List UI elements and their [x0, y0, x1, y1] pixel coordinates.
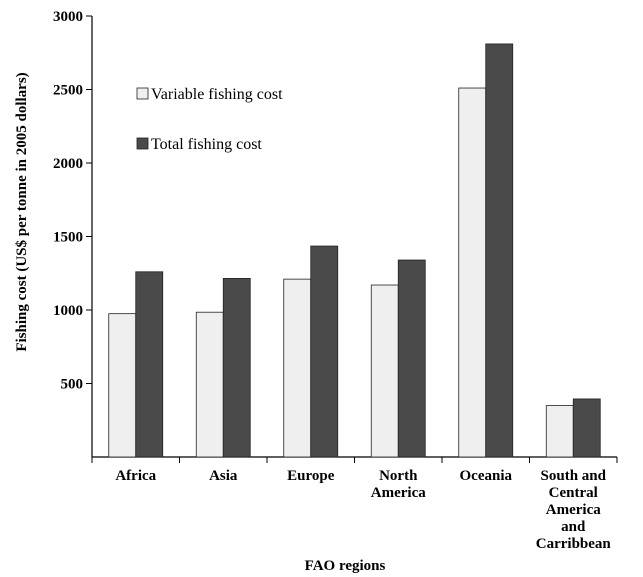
bar-total-0 — [135, 271, 164, 458]
bar-total-5 — [572, 398, 601, 458]
bar-total-4 — [485, 43, 514, 458]
y-tick-label: 1000 — [53, 303, 83, 319]
x-category-label: Europe — [287, 468, 335, 484]
x-axis-title: FAO regions — [305, 558, 386, 574]
x-category-label: Africa — [115, 468, 156, 484]
chart-bars — [108, 43, 601, 458]
y-tick-label: 2000 — [53, 156, 83, 172]
bar-variable-4 — [458, 87, 487, 458]
x-category-label: Asia — [209, 468, 238, 484]
legend-swatch-0 — [136, 87, 149, 100]
y-axis-title: Fishing cost (US$ per tonne in 2005 doll… — [14, 72, 30, 351]
x-category-label: South and Central America and Carribbean — [536, 468, 612, 552]
y-tick-label: 3000 — [53, 9, 83, 25]
chart-axes — [91, 16, 617, 458]
x-category-label: Oceania — [460, 468, 513, 484]
y-tick-label: 2500 — [53, 83, 83, 99]
legend-swatch-1 — [136, 137, 149, 150]
bar-variable-0 — [108, 313, 137, 458]
x-category-label: North America — [371, 468, 426, 501]
bar-variable-1 — [195, 311, 224, 458]
y-tick-label: 500 — [61, 377, 84, 393]
bar-variable-3 — [370, 284, 399, 458]
chart-legend: Variable fishing cost Total fishing cost — [136, 86, 283, 153]
bar-variable-2 — [283, 278, 312, 458]
y-tick-label: 1500 — [53, 230, 83, 246]
bar-total-1 — [222, 277, 251, 458]
bar-total-3 — [397, 259, 426, 458]
y-axis-ticks: 500 1000 1500 2000 2500 3000 — [53, 9, 92, 393]
x-axis-categories: Africa Asia Europe North America Oceania South… — [91, 457, 618, 552]
bar-total-2 — [310, 245, 339, 458]
bar-variable-5 — [545, 405, 574, 458]
legend-label-0: Variable fishing cost — [151, 86, 283, 103]
legend-label-1: Total fishing cost — [151, 136, 262, 153]
